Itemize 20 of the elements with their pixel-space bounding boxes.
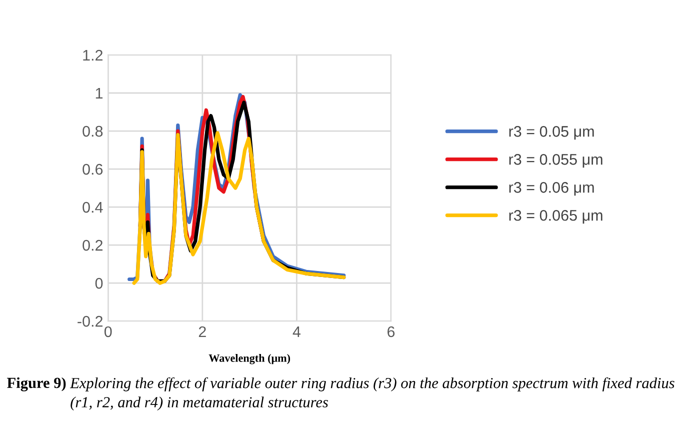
- x-tick-label: 0: [104, 326, 112, 338]
- legend-label: r3 = 0.065 μm: [509, 210, 602, 224]
- y-tick-label: 1: [96, 88, 103, 99]
- y-tick-label: 0: [95, 278, 103, 289]
- legend-label: r3 = 0.055 μm: [509, 154, 602, 168]
- y-tick-label: 0.2: [82, 240, 102, 251]
- y-tick-label: 0.8: [82, 126, 103, 137]
- y-tick-label: -0.2: [78, 316, 102, 327]
- legend-label: r3 = 0.05 μm: [509, 126, 594, 140]
- y-tick-label: 0.4: [82, 202, 103, 213]
- y-tick-label: 1.2: [83, 50, 102, 61]
- text: Exploring the effect of variable outer ring radius (r3) on the absorption spectrum with fixed radius (r1, r2, and r4) in metamaterial structures: [70, 377, 674, 410]
- y-tick-label: 0.6: [82, 164, 103, 175]
- x-tick-label: 4: [292, 326, 301, 337]
- x-tick-label: 6: [388, 326, 395, 338]
- x-axis-title: Wavelength (μm): [208, 354, 290, 364]
- caption: Figure 9): [7, 377, 66, 392]
- line-series: [132, 131, 346, 285]
- legend-label: r3 = 0.06 μm: [509, 182, 594, 196]
- x-tick-label: 2: [198, 326, 206, 337]
